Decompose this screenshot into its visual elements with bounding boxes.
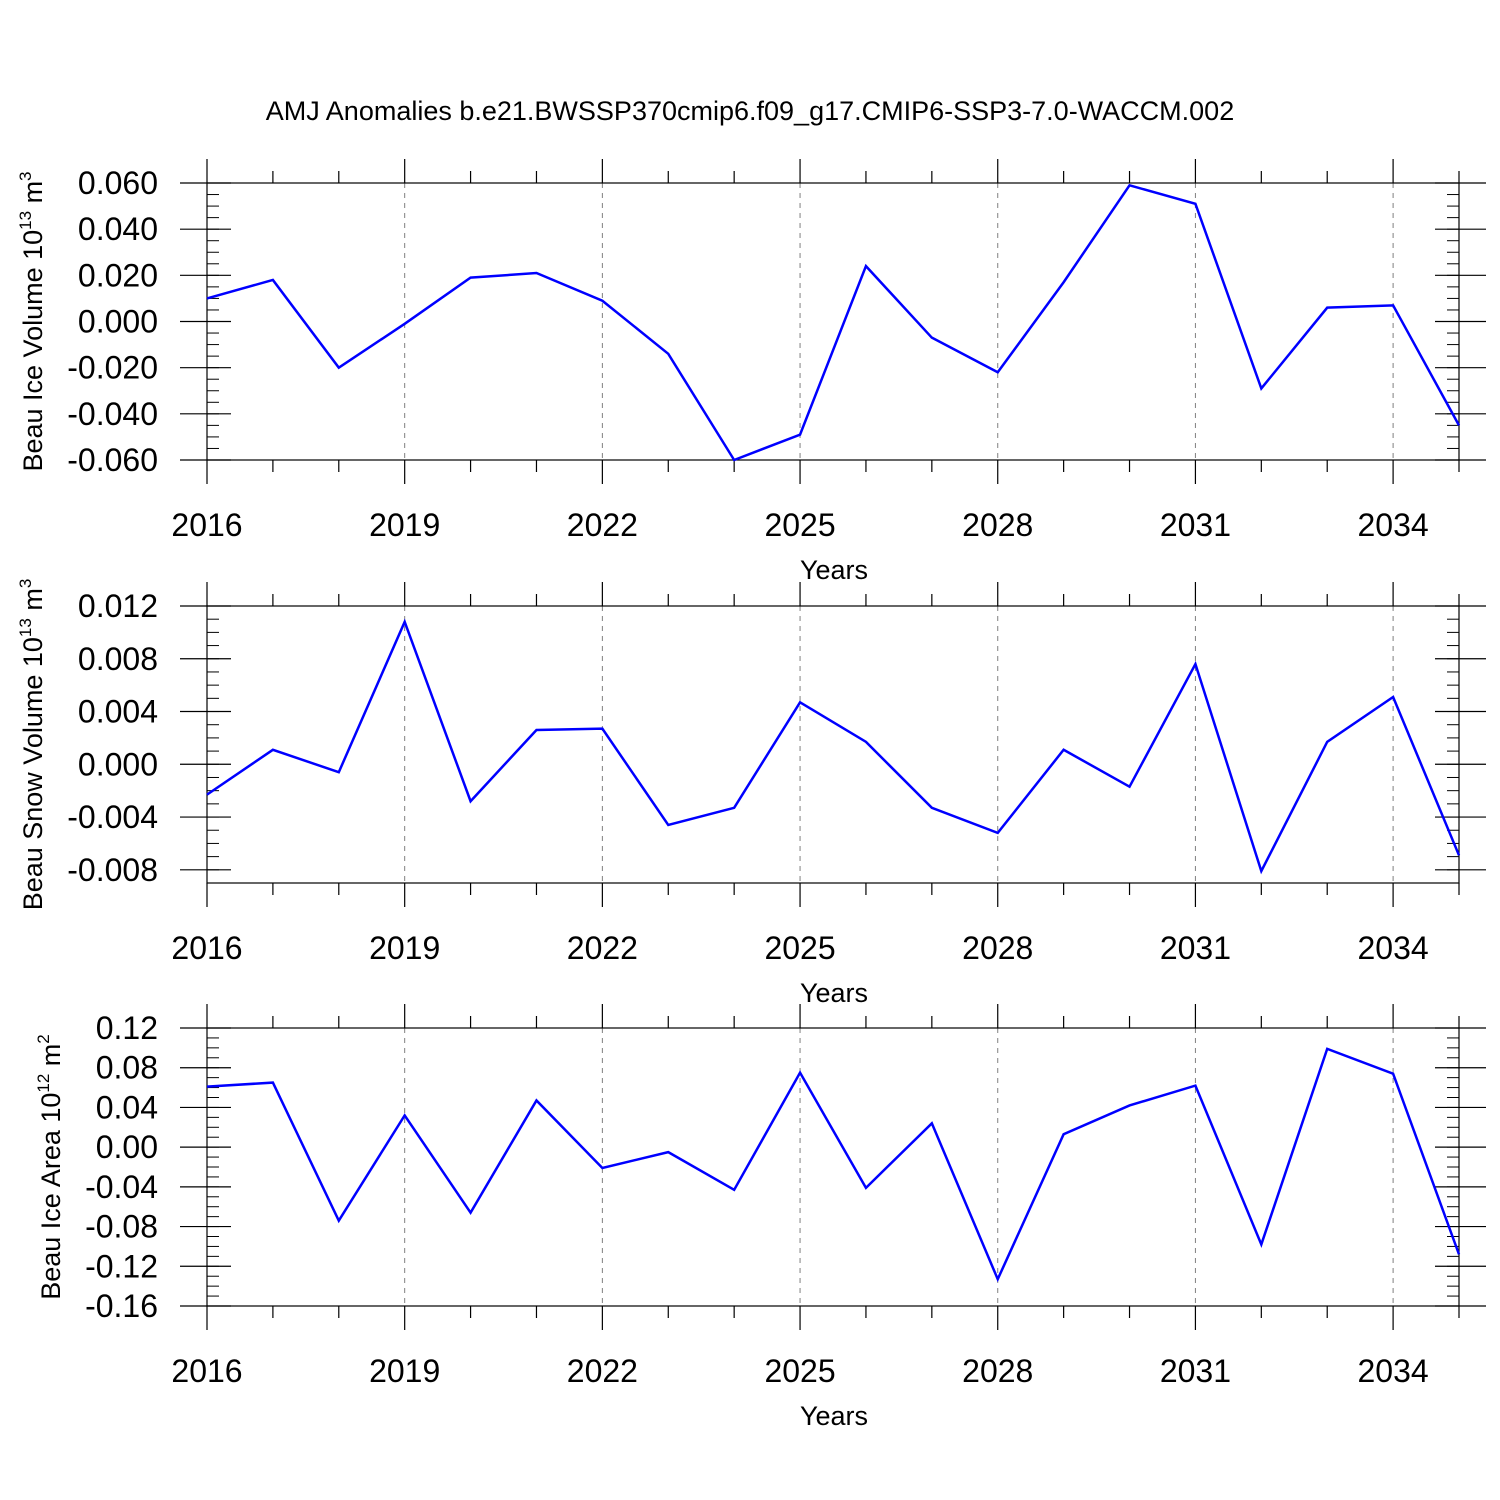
- y-axis-label-superscript: 3: [16, 171, 35, 180]
- y-axis-label-text: m: [18, 588, 48, 618]
- x-tick-label: 2025: [764, 1353, 835, 1389]
- x-tick-label: 2022: [567, 1353, 638, 1389]
- x-tick-label: 2028: [962, 930, 1033, 966]
- series-line: [206, 618, 1461, 875]
- y-axis-label-text: m: [18, 181, 48, 211]
- x-tick-label: 2031: [1160, 930, 1231, 966]
- y-tick-label: 0.08: [96, 1050, 158, 1086]
- y-axis-label: Beau Ice Area 1012 m2: [34, 1034, 66, 1300]
- y-tick-label: 0.000: [78, 746, 158, 782]
- y-axis-label-text: m: [36, 1044, 66, 1074]
- chart-panel-3: 0.12 0.080.04 0.00 -0.04 -0.08-0.12 -0.16 2016…: [34, 1004, 1486, 1431]
- y-axis-label-superscript: 12: [34, 1074, 53, 1093]
- y-tick-label: -0.040: [67, 396, 158, 432]
- y-axis-label: Beau Snow Volume 1013 m3: [16, 579, 48, 911]
- y-tick-label: -0.12: [85, 1248, 158, 1284]
- x-axis-label: Years: [800, 1401, 868, 1431]
- x-tick-label: 2031: [1160, 1353, 1231, 1389]
- y-tick-label: 0.12: [96, 1010, 158, 1046]
- y-axis-label-text: Beau Ice Area 10: [36, 1093, 66, 1300]
- x-tick-label: 2019: [369, 1353, 440, 1389]
- x-tick-label: 2016: [171, 930, 242, 966]
- y-axis-label-superscript: 2: [34, 1034, 53, 1043]
- y-tick-label: -0.020: [67, 350, 158, 386]
- y-axis-label-superscript: 13: [16, 618, 35, 637]
- y-tick-label: 0.040: [78, 211, 158, 247]
- y-axis-label-superscript: 3: [16, 579, 35, 588]
- chart-panel-2: 0.012 0.008 0.004 0.000 -0.004 -0.008 2016 2019…: [16, 579, 1486, 1008]
- y-tick-label: -0.16: [85, 1288, 158, 1324]
- y-tick-label: 0.00: [96, 1129, 158, 1165]
- x-axis-label: Years: [800, 978, 868, 1008]
- series-line: [206, 183, 1461, 462]
- y-tick-label: 0.012: [78, 588, 158, 624]
- y-axis-label-text: Beau Ice Volume 10: [18, 230, 48, 472]
- x-tick-label: 2034: [1358, 930, 1429, 966]
- y-axis-label-text: Beau Snow Volume 10: [18, 637, 48, 910]
- y-tick-label: -0.08: [85, 1209, 158, 1245]
- y-axis-label-superscript: 13: [16, 211, 35, 230]
- y-tick-label: 0.004: [78, 694, 158, 730]
- y-tick-label: -0.04: [85, 1169, 158, 1205]
- x-tick-label: 2028: [962, 507, 1033, 543]
- x-tick-label: 2034: [1358, 1353, 1429, 1389]
- y-tick-label: 0.000: [78, 304, 158, 340]
- x-tick-label: 2016: [171, 1353, 242, 1389]
- x-tick-label: 2025: [764, 507, 835, 543]
- y-tick-label: 0.04: [96, 1089, 158, 1125]
- x-tick-label: 2022: [567, 930, 638, 966]
- x-tick-label: 2022: [567, 507, 638, 543]
- x-tick-label: 2019: [369, 930, 440, 966]
- plot-frame: [206, 605, 1460, 884]
- series-line: [206, 1047, 1461, 1283]
- y-tick-label: 0.008: [78, 641, 158, 677]
- x-tick-label: 2028: [962, 1353, 1033, 1389]
- x-axis-label: Years: [800, 555, 868, 585]
- x-tick-label: 2031: [1160, 507, 1231, 543]
- figure-title: AMJ Anomalies b.e21.BWSSP370cmip6.f09_g1…: [266, 96, 1234, 126]
- y-tick-label: -0.008: [67, 852, 158, 888]
- y-axis-label: Beau Ice Volume 1013 m3: [16, 171, 48, 471]
- y-tick-label: 0.020: [78, 257, 158, 293]
- x-tick-label: 2034: [1358, 507, 1429, 543]
- x-tick-label: 2019: [369, 507, 440, 543]
- chart-panel-1: 0.060 0.040 0.020 0.000 -0.020 -0.040 -0.060 20…: [16, 159, 1486, 585]
- panels: 0.0600.0400.0200.000-0.020-0.040-0.06020…: [16, 159, 1486, 1431]
- x-tick-label: 2016: [171, 507, 242, 543]
- y-tick-label: -0.060: [67, 442, 158, 478]
- y-tick-label: 0.060: [78, 165, 158, 201]
- y-tick-label: -0.004: [67, 799, 158, 835]
- x-tick-label: 2025: [764, 930, 835, 966]
